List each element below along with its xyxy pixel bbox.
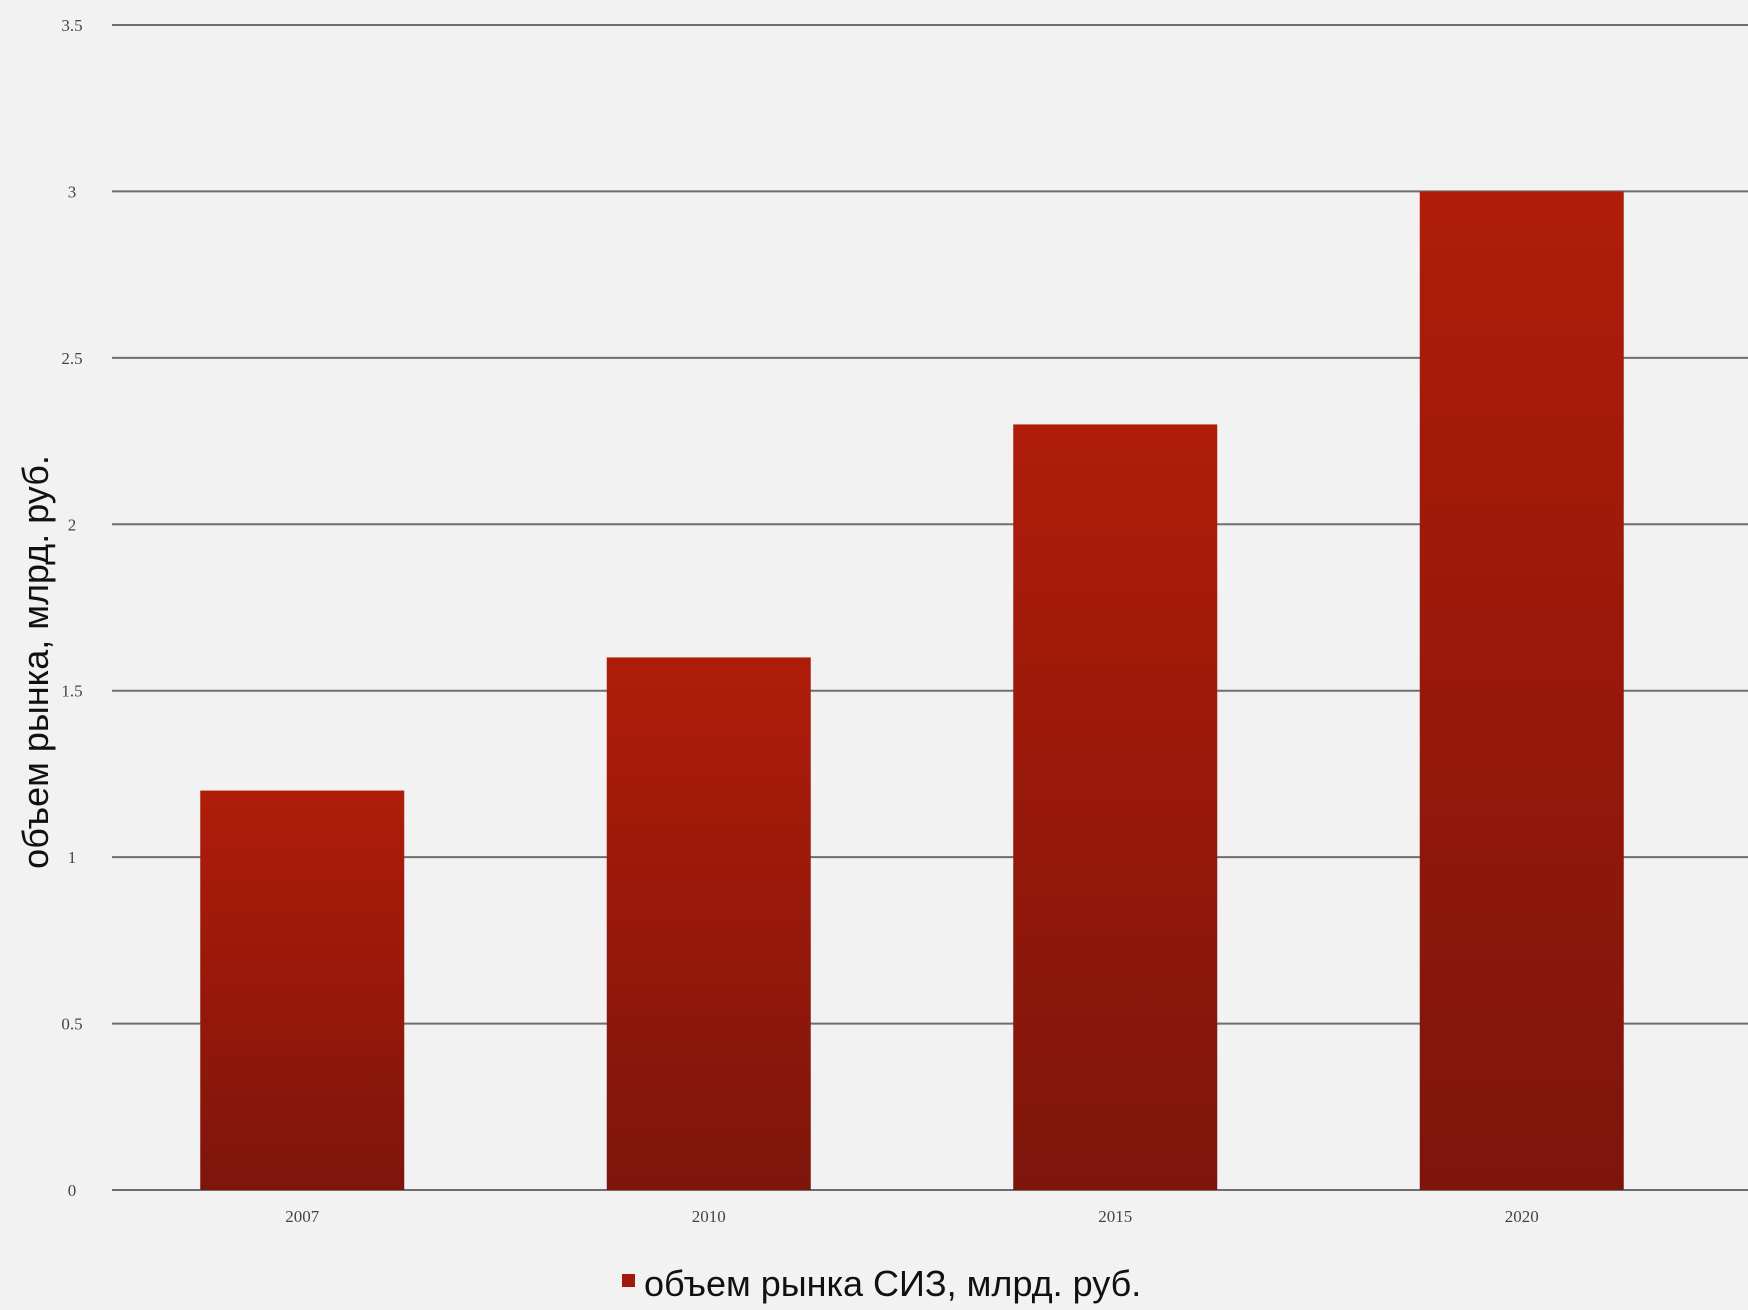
y-tick-label: 3 — [68, 182, 77, 201]
legend-label: объем рынка СИЗ, млрд. руб. — [644, 1263, 1141, 1304]
x-axis-tick-labels: 2007 2010 2015 2020 — [285, 1207, 1539, 1226]
x-tick-label: 2007 — [285, 1207, 320, 1226]
bar-2007 — [200, 790, 405, 1190]
bar-2015 — [1013, 424, 1218, 1190]
x-tick-label: 2010 — [692, 1207, 726, 1226]
y-tick-label: 0.5 — [61, 1015, 82, 1034]
y-tick-label: 3.5 — [61, 16, 82, 35]
y-tick-label: 2.5 — [61, 349, 82, 368]
y-tick-label: 1 — [68, 848, 77, 867]
x-tick-label: 2015 — [1098, 1207, 1132, 1226]
x-tick-label: 2020 — [1505, 1207, 1539, 1226]
y-tick-label: 0 — [68, 1181, 77, 1200]
bars — [200, 191, 1624, 1190]
y-tick-label: 2 — [68, 515, 77, 534]
legend-marker — [622, 1274, 635, 1287]
y-tick-label: 1.5 — [61, 682, 82, 701]
bar-2010 — [606, 657, 811, 1190]
bar-2020 — [1419, 191, 1624, 1190]
y-axis-tick-labels: 0 0.5 1 1.5 2 2.5 3 3.5 — [61, 16, 82, 1200]
y-axis-title: объем рынка, млрд. руб. — [15, 455, 56, 869]
legend: объем рынка СИЗ, млрд. руб. — [622, 1263, 1141, 1304]
